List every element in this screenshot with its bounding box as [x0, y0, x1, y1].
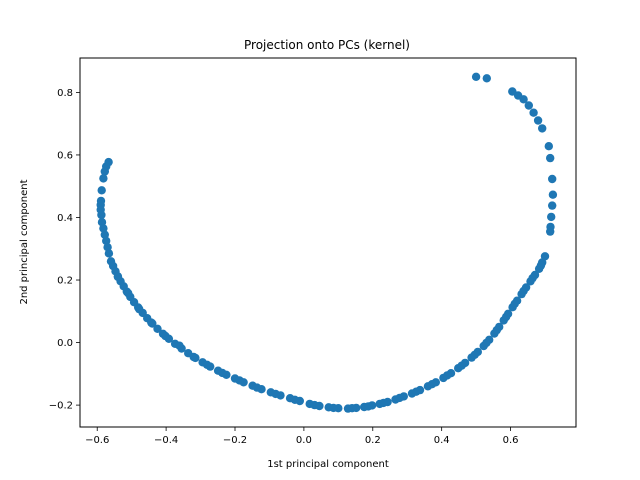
data-point [536, 261, 546, 270]
data-point [482, 338, 491, 348]
x-tick-label: −0.2 [223, 435, 247, 446]
data-point [99, 174, 108, 183]
data-point [271, 389, 280, 399]
data-point [510, 299, 519, 308]
data-point [533, 116, 543, 125]
data-point [528, 273, 537, 283]
data-points [96, 72, 558, 413]
y-axis-ticks: −0.2 0.0 0.2 0.4 0.6 0.8 [49, 88, 80, 412]
y-tick-label: −0.2 [49, 401, 73, 412]
plot-frame [79, 57, 577, 428]
data-point [202, 360, 212, 369]
data-point [427, 380, 437, 389]
data-point [97, 186, 106, 195]
data-point [412, 387, 421, 396]
data-point [546, 153, 555, 163]
data-point [501, 312, 511, 322]
data-point [470, 350, 479, 359]
data-point [147, 318, 156, 327]
data-point [395, 393, 404, 403]
data-point [290, 395, 300, 404]
data-point [310, 400, 319, 410]
data-point [347, 404, 357, 413]
data-point [153, 324, 162, 333]
x-tick-label: 0.4 [434, 435, 450, 446]
data-point [102, 236, 111, 246]
data-point [113, 272, 123, 282]
data-point [135, 304, 144, 314]
data-point [546, 222, 555, 232]
data-point [492, 325, 501, 335]
x-tick-label: 0.6 [503, 435, 519, 446]
x-axis-ticks: −0.6 −0.4 −0.2 0.0 0.2 0.4 0.6 [85, 427, 519, 446]
data-point [538, 124, 547, 133]
y-tick-label: 0.0 [57, 338, 73, 349]
data-point [544, 142, 553, 151]
data-point [252, 383, 262, 392]
data-point [508, 87, 517, 96]
x-tick-label: −0.4 [154, 435, 178, 446]
data-point [548, 201, 557, 210]
chart-title: Projection onto PCs (kernel) [244, 38, 410, 52]
plot-area [80, 58, 576, 427]
data-point [548, 174, 557, 184]
data-point [99, 224, 108, 233]
data-point [457, 361, 466, 370]
data-point [364, 402, 373, 411]
x-tick-label: 0.0 [296, 435, 312, 446]
data-point [329, 403, 338, 413]
data-point [379, 398, 388, 408]
data-point [524, 101, 533, 110]
data-point [540, 252, 550, 261]
x-axis-label: 1st principal component [267, 459, 389, 470]
y-tick-label: 0.6 [57, 150, 73, 161]
data-point [548, 190, 558, 199]
data-point [443, 371, 452, 380]
data-point [104, 249, 114, 258]
data-point [471, 72, 481, 82]
x-tick-label: −0.6 [85, 435, 109, 446]
data-point [218, 368, 227, 378]
data-point [97, 210, 106, 220]
data-point [124, 289, 133, 298]
data-point [519, 286, 528, 296]
x-tick-label: 0.2 [365, 435, 381, 446]
data-point [547, 212, 556, 222]
data-point [235, 376, 244, 385]
data-point [529, 108, 538, 117]
y-tick-label: 0.2 [57, 276, 73, 287]
y-tick-label: 0.4 [57, 213, 73, 224]
data-point [161, 331, 170, 341]
data-point [100, 167, 110, 176]
y-axis-label: 2nd principal component [19, 179, 30, 304]
y-tick-label: 0.8 [57, 88, 73, 99]
data-point [189, 352, 198, 362]
data-point [175, 341, 184, 350]
data-point [482, 74, 491, 83]
